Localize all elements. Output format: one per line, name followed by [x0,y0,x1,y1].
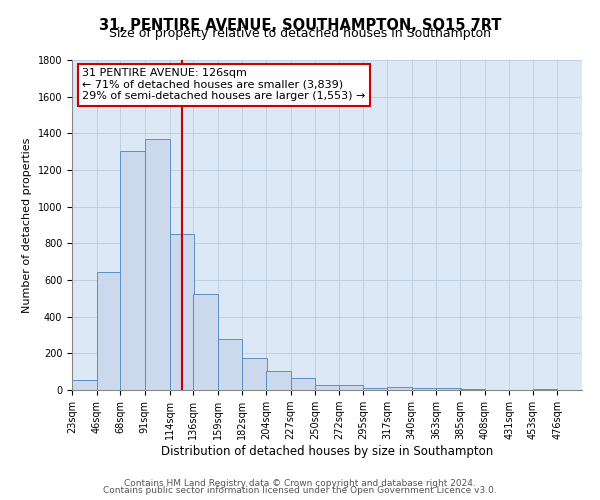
Text: Contains HM Land Registry data © Crown copyright and database right 2024.: Contains HM Land Registry data © Crown c… [124,478,476,488]
Y-axis label: Number of detached properties: Number of detached properties [22,138,32,312]
Bar [364,388,388,390]
Bar [72,380,97,390]
Text: Size of property relative to detached houses in Southampton: Size of property relative to detached ho… [109,28,491,40]
Bar [266,371,290,390]
Bar [533,389,557,390]
X-axis label: Distribution of detached houses by size in Southampton: Distribution of detached houses by size … [161,445,493,458]
Bar [193,294,218,390]
Bar [339,386,364,390]
Bar [387,387,412,390]
Bar [145,139,170,390]
Text: Contains public sector information licensed under the Open Government Licence v3: Contains public sector information licen… [103,486,497,495]
Bar [170,234,194,390]
Bar [460,389,485,390]
Bar [120,151,145,390]
Bar [97,272,121,390]
Bar [242,358,267,390]
Bar [412,388,436,390]
Bar [315,384,340,390]
Bar [436,388,461,390]
Bar [218,338,242,390]
Text: 31, PENTIRE AVENUE, SOUTHAMPTON, SO15 7RT: 31, PENTIRE AVENUE, SOUTHAMPTON, SO15 7R… [99,18,501,32]
Text: 31 PENTIRE AVENUE: 126sqm
← 71% of detached houses are smaller (3,839)
29% of se: 31 PENTIRE AVENUE: 126sqm ← 71% of detac… [82,68,365,102]
Bar [290,378,315,390]
